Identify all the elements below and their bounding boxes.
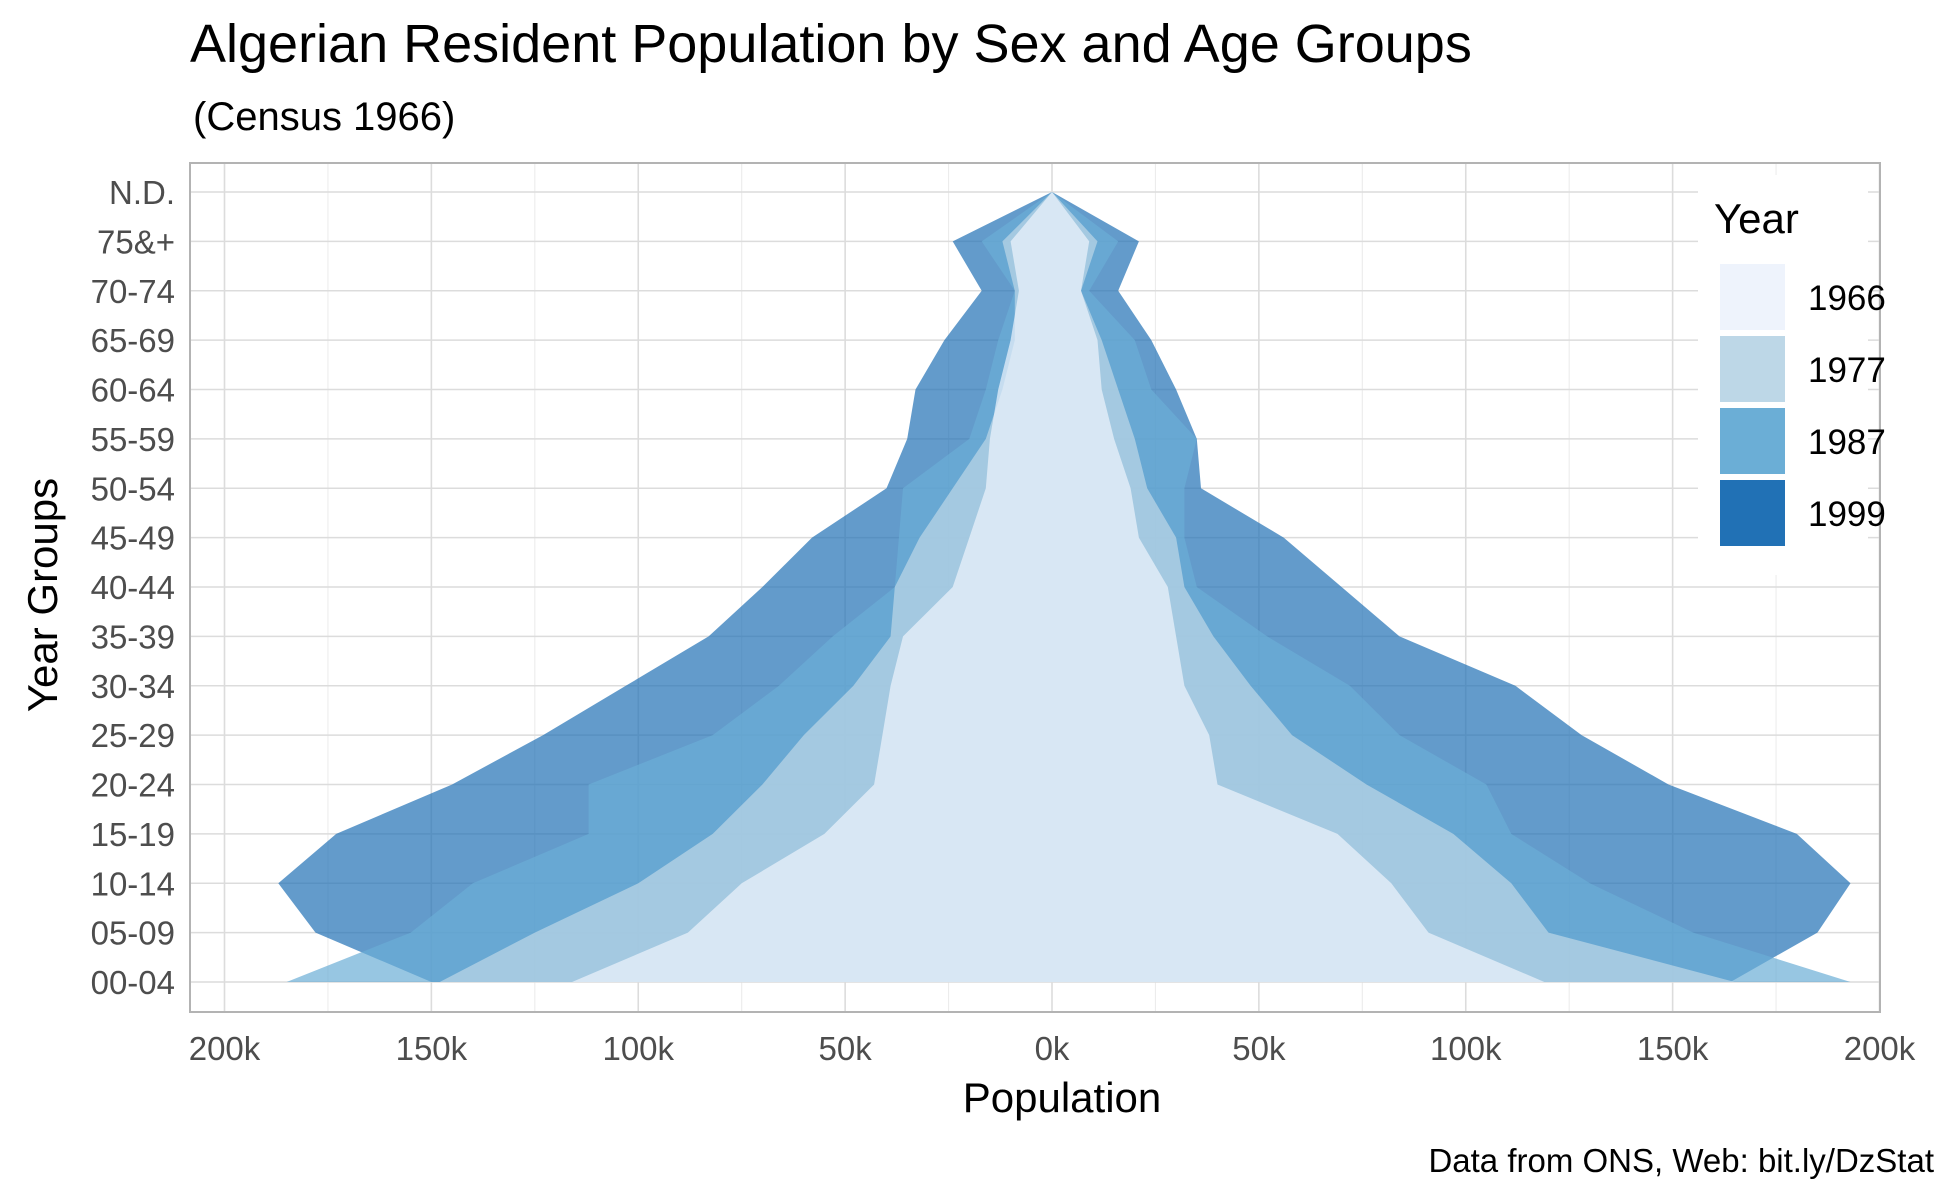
x-tick-label: 0k <box>1035 1030 1070 1067</box>
x-tick-label: 100k <box>1430 1030 1502 1067</box>
legend-swatch-1977 <box>1720 336 1785 402</box>
x-tick-label: 150k <box>396 1030 468 1067</box>
legend-label-1966: 1966 <box>1808 279 1886 318</box>
y-tick-label-40-44: 40-44 <box>91 569 175 606</box>
y-tick-label-15-19: 15-19 <box>91 816 175 853</box>
plot-panel <box>189 162 1881 1013</box>
x-tick-label: 50k <box>819 1030 873 1067</box>
y-axis-title: Year Groups <box>19 478 66 712</box>
legend-label-1977: 1977 <box>1808 351 1886 390</box>
y-axis-ticks: 00-04 05-09 10-14 15-19 20-24 25-29 30-34 35-39… <box>91 174 175 1001</box>
legend-label-1999: 1999 <box>1808 495 1886 534</box>
x-axis-ticks: 200k 150k 100k 50k 0k 50k 100k 150k 200k <box>189 1030 1916 1067</box>
x-tick-label: 200k <box>189 1030 261 1067</box>
legend: Year 1966 1977 1987 1999 <box>1698 175 1886 575</box>
y-tick-label-60-64: 60-64 <box>91 372 175 409</box>
y-tick-label-25-29: 25-29 <box>91 717 175 754</box>
legend-swatch-1966 <box>1720 264 1785 330</box>
x-tick-label: 150k <box>1637 1030 1709 1067</box>
area-1966 <box>572 192 1545 982</box>
x-tick-label: 200k <box>1844 1030 1916 1067</box>
y-tick-label-75: 75&+ <box>97 223 175 260</box>
x-tick-label: 50k <box>1232 1030 1286 1067</box>
y-tick-label-65-69: 65-69 <box>91 322 175 359</box>
legend-swatch-1999 <box>1720 480 1785 546</box>
y-tick-label-50-54: 50-54 <box>91 470 175 507</box>
legend-title: Year <box>1714 195 1799 242</box>
y-tick-label-70-74: 70-74 <box>91 273 175 310</box>
chart-caption: Data from ONS, Web: bit.ly/DzStat <box>1428 1142 1934 1179</box>
y-tick-label-20-24: 20-24 <box>91 767 175 804</box>
y-tick-label-55-59: 55-59 <box>91 421 175 458</box>
chart-subtitle: (Census 1966) <box>193 95 455 139</box>
legend-swatch-1987 <box>1720 408 1785 474</box>
x-axis-title: Population <box>963 1074 1162 1121</box>
y-tick-label-00-04: 00-04 <box>91 964 175 1001</box>
y-tick-label-05-09: 05-09 <box>91 915 175 952</box>
data-areas <box>278 192 1851 982</box>
legend-items: 1966 1977 1987 1999 <box>1720 264 1886 546</box>
y-tick-label-10-14: 10-14 <box>91 865 175 902</box>
y-tick-label-30-34: 30-34 <box>91 668 175 705</box>
legend-label-1987: 1987 <box>1808 423 1886 462</box>
chart-title: Algerian Resident Population by Sex and … <box>190 14 1472 74</box>
y-tick-label-n-d: N.D. <box>109 174 175 211</box>
panel-border <box>189 162 1881 1013</box>
y-tick-label-45-49: 45-49 <box>91 520 175 557</box>
y-tick-label-35-39: 35-39 <box>91 618 175 655</box>
x-tick-label: 100k <box>602 1030 674 1067</box>
